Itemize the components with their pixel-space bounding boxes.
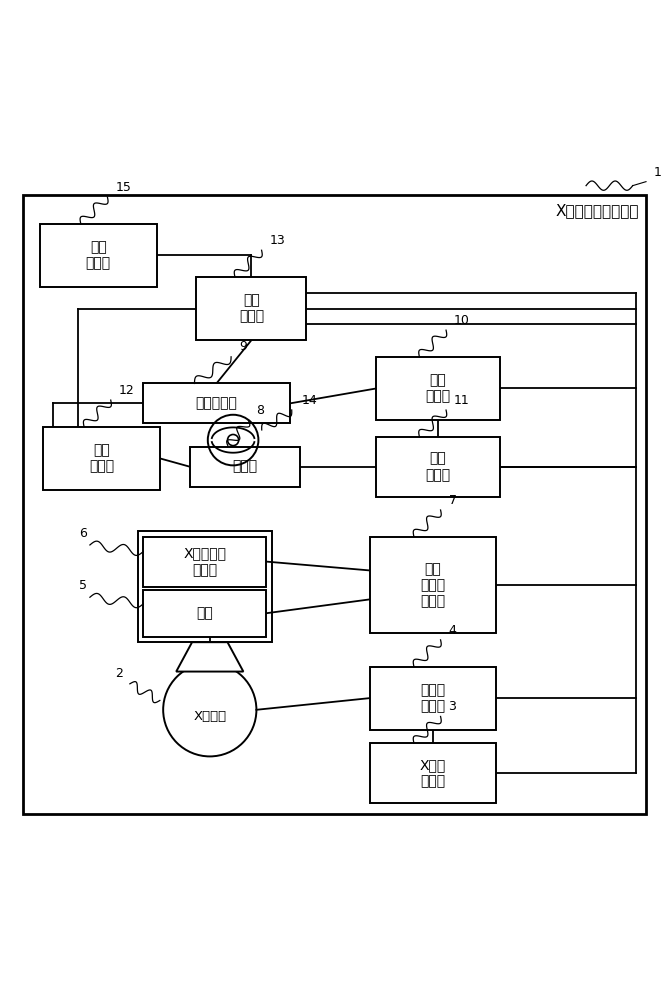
Text: 5: 5 — [79, 579, 87, 592]
Bar — [143, 537, 266, 587]
Text: X射线管: X射线管 — [193, 710, 226, 723]
Bar — [40, 224, 157, 287]
Bar — [370, 743, 496, 803]
Text: 用户
接口部: 用户 接口部 — [86, 240, 111, 270]
Text: 4: 4 — [449, 624, 456, 637]
Text: 13: 13 — [270, 234, 285, 247]
Text: 11: 11 — [454, 394, 470, 407]
Text: 显示
输出部: 显示 输出部 — [426, 452, 450, 482]
Bar — [376, 437, 500, 497]
Text: 图像取得部: 图像取得部 — [196, 396, 237, 410]
Text: 7: 7 — [449, 494, 457, 507]
Text: 10: 10 — [454, 314, 470, 327]
Text: X射线
控制部: X射线 控制部 — [420, 758, 446, 788]
Bar — [143, 383, 290, 423]
Text: 8: 8 — [256, 404, 264, 417]
Text: 9: 9 — [239, 340, 247, 353]
Text: 机构
控制部: 机构 控制部 — [89, 443, 114, 473]
Bar — [376, 357, 500, 420]
Text: 14: 14 — [302, 394, 318, 407]
Text: 2: 2 — [115, 667, 123, 680]
Text: 6: 6 — [79, 527, 87, 540]
Bar — [190, 447, 300, 487]
Bar — [143, 590, 266, 637]
Bar — [43, 427, 160, 490]
Text: 操作台: 操作台 — [232, 460, 257, 474]
Text: 高电压
产生部: 高电压 产生部 — [420, 683, 446, 713]
Text: X射线补偿
滤波器: X射线补偿 滤波器 — [183, 547, 226, 577]
Bar — [370, 667, 496, 730]
Text: 15: 15 — [115, 181, 131, 194]
Text: 光圈
滤波器
控制部: 光圈 滤波器 控制部 — [420, 562, 446, 608]
Text: 光圈: 光圈 — [196, 606, 213, 620]
Text: 3: 3 — [449, 700, 456, 713]
Text: 1: 1 — [654, 166, 662, 179]
Polygon shape — [176, 642, 243, 672]
Text: X射线透视摄像装置: X射线透视摄像装置 — [556, 204, 639, 219]
Text: 12: 12 — [119, 384, 135, 397]
Bar — [138, 531, 272, 642]
Text: 图像
处理部: 图像 处理部 — [426, 373, 450, 404]
Bar — [370, 537, 496, 633]
Text: 中央
处理部: 中央 处理部 — [239, 293, 264, 324]
Bar — [196, 277, 306, 340]
